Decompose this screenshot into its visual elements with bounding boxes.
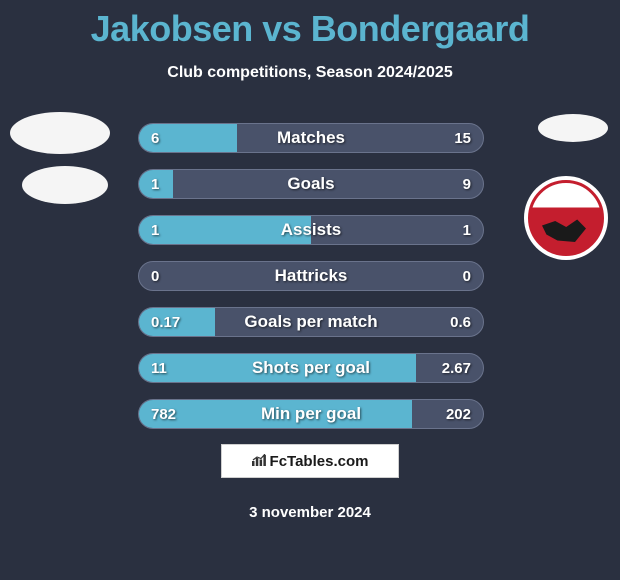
stat-value-left: 0 — [151, 262, 159, 290]
stat-value-right: 0 — [463, 262, 471, 290]
player-right-avatar — [538, 114, 608, 142]
stat-row: 0 0Hattricks — [138, 261, 484, 291]
stat-row: 615Matches — [138, 123, 484, 153]
comparison-infographic: Jakobsen vs Bondergaard Club competition… — [0, 0, 620, 580]
fc-fredericia-badge-icon — [524, 176, 608, 260]
avatar-placeholder-icon — [538, 114, 608, 142]
stat-value-right: 1 — [463, 216, 471, 244]
stat-label: Hattricks — [139, 262, 483, 290]
stat-value-right: 202 — [446, 400, 471, 428]
stat-value-right: 9 — [463, 170, 471, 198]
stat-fill-left — [139, 354, 416, 382]
branding-text: FcTables.com — [270, 453, 369, 470]
club-left-logo — [22, 166, 108, 204]
stat-label: Goals — [139, 170, 483, 198]
club-placeholder-icon — [22, 166, 108, 204]
stat-value-left: 0.17 — [151, 308, 180, 336]
page-title: Jakobsen vs Bondergaard — [0, 0, 620, 50]
stat-value-left: 782 — [151, 400, 176, 428]
stat-row: 782202Min per goal — [138, 399, 484, 429]
club-right-logo — [524, 176, 608, 260]
stat-row: 11Assists — [138, 215, 484, 245]
stat-value-right: 0.6 — [450, 308, 471, 336]
chart-icon — [252, 454, 266, 469]
stat-row: 0.170.6Goals per match — [138, 307, 484, 337]
stat-value-right: 2.67 — [442, 354, 471, 382]
stat-value-left: 1 — [151, 170, 159, 198]
avatar-placeholder-icon — [10, 112, 110, 154]
stat-row: 1 9Goals — [138, 169, 484, 199]
stat-value-right: 15 — [454, 124, 471, 152]
player-left-avatar — [10, 112, 110, 154]
branding-badge: FcTables.com — [221, 444, 399, 478]
stat-fill-left — [139, 216, 311, 244]
stat-value-left: 6 — [151, 124, 159, 152]
stat-bars: 615Matches19Goals11Assists00Hattricks0.1… — [138, 123, 484, 445]
stat-value-left: 11 — [151, 354, 167, 382]
stat-value-left: 1 — [151, 216, 159, 244]
stat-fill-left — [139, 400, 412, 428]
date-label: 3 november 2024 — [0, 504, 620, 521]
subtitle: Club competitions, Season 2024/2025 — [0, 64, 620, 82]
stat-row: 112.67Shots per goal — [138, 353, 484, 383]
